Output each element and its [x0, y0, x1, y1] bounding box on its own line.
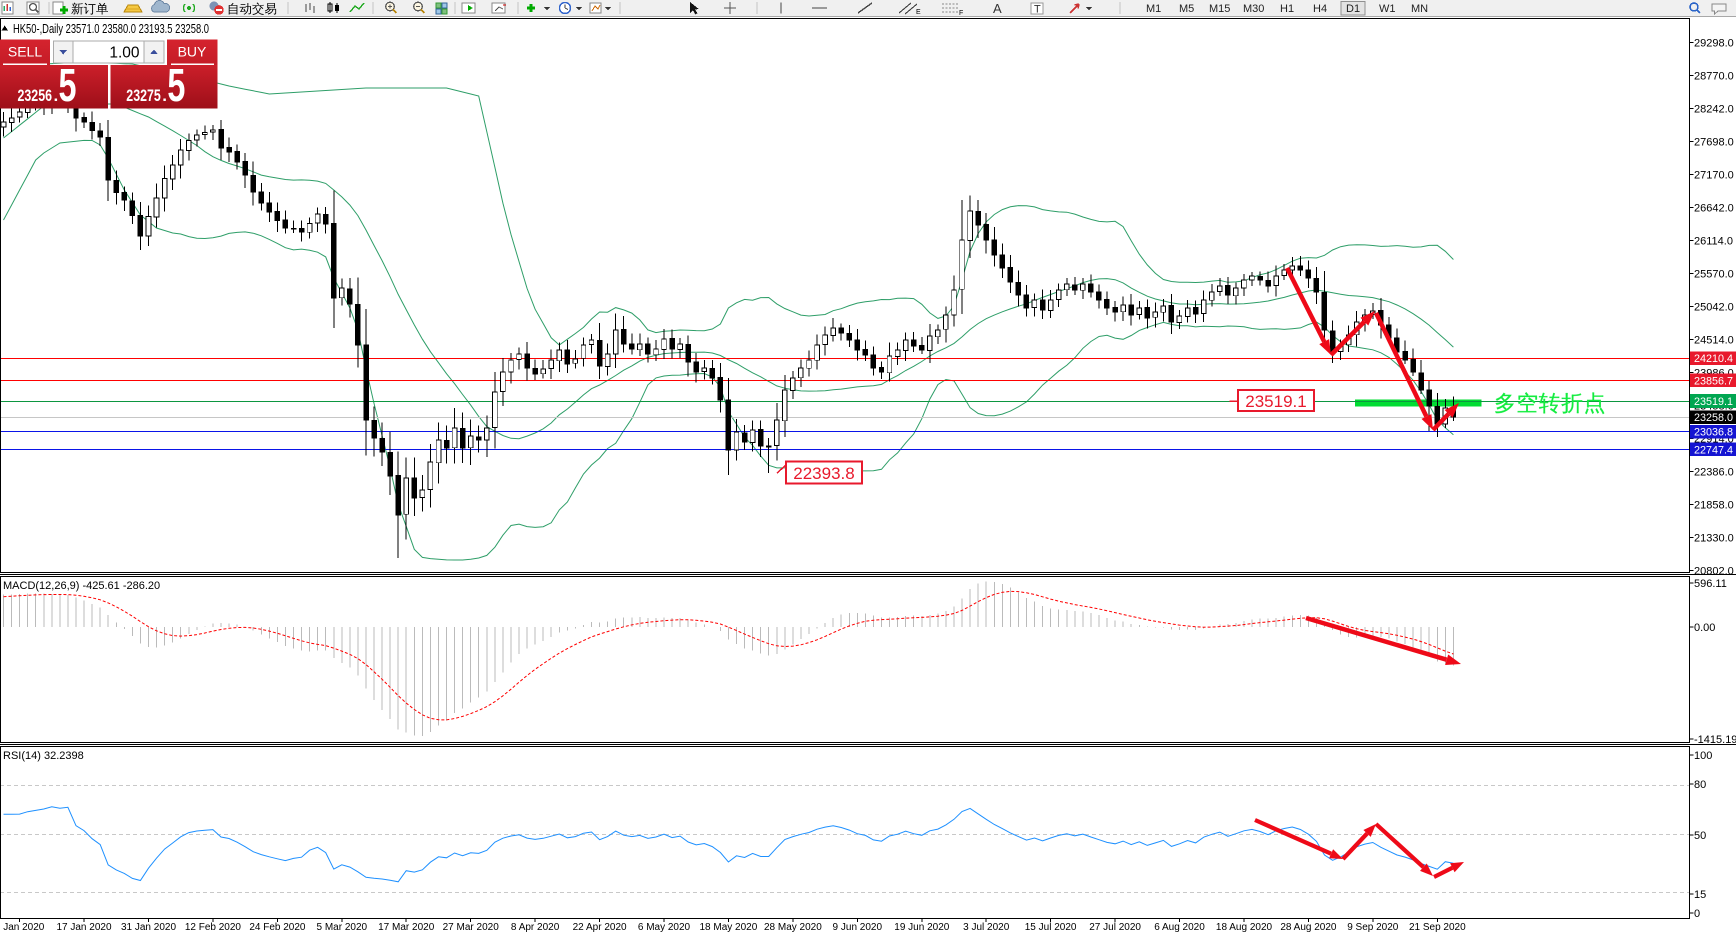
svg-text:1.00: 1.00 — [109, 44, 140, 61]
svg-text:21858.0: 21858.0 — [1694, 499, 1734, 511]
svg-text:M15: M15 — [1209, 3, 1230, 15]
svg-text:23036.8: 23036.8 — [1694, 427, 1733, 439]
svg-text:80: 80 — [1694, 779, 1706, 791]
svg-text:26114.0: 26114.0 — [1694, 235, 1733, 247]
svg-text:21330.0: 21330.0 — [1694, 532, 1734, 544]
svg-text:M5: M5 — [1179, 3, 1194, 15]
svg-text:19 Jun 2020: 19 Jun 2020 — [894, 922, 949, 933]
svg-text:9 Sep 2020: 9 Sep 2020 — [1347, 922, 1399, 933]
svg-text:D1: D1 — [1346, 3, 1360, 15]
svg-text:21 Sep 2020: 21 Sep 2020 — [1409, 922, 1466, 933]
svg-text:A: A — [993, 1, 1002, 16]
svg-text:28 May 2020: 28 May 2020 — [764, 922, 822, 933]
svg-text:27 Jul 2020: 27 Jul 2020 — [1089, 922, 1141, 933]
svg-text:5 Mar 2020: 5 Mar 2020 — [317, 922, 368, 933]
svg-text:23256: 23256 — [18, 86, 53, 105]
svg-text:M30: M30 — [1243, 3, 1264, 15]
svg-text:W1: W1 — [1379, 3, 1396, 15]
svg-text:M1: M1 — [1146, 3, 1161, 15]
svg-text:22747.4: 22747.4 — [1694, 444, 1733, 456]
svg-text:HK50-,Daily 23571.0 23580.0 2: HK50-,Daily 23571.0 23580.0 23193.5 2325… — [13, 22, 209, 36]
svg-text:23275: 23275 — [126, 86, 161, 105]
svg-text:H4: H4 — [1313, 3, 1327, 15]
svg-text:BUY: BUY — [178, 44, 207, 60]
svg-text:0.00: 0.00 — [1694, 622, 1715, 634]
svg-text:0: 0 — [1694, 908, 1700, 920]
svg-text:28 Aug 2020: 28 Aug 2020 — [1280, 922, 1337, 933]
svg-text:E: E — [916, 9, 921, 16]
svg-text:23519.1: 23519.1 — [1694, 396, 1733, 408]
svg-text:17 Mar 2020: 17 Mar 2020 — [378, 922, 435, 933]
svg-text:27 Mar 2020: 27 Mar 2020 — [443, 922, 500, 933]
svg-text:23519.1: 23519.1 — [1245, 392, 1306, 411]
svg-text:MACD(12,26,9) -425.61 -286.20: MACD(12,26,9) -425.61 -286.20 — [3, 580, 160, 592]
svg-text:20802.0: 20802.0 — [1694, 565, 1734, 577]
svg-text:29298.0: 29298.0 — [1694, 37, 1734, 49]
svg-text:6 Aug 2020: 6 Aug 2020 — [1154, 922, 1205, 933]
svg-text:596.11: 596.11 — [1694, 578, 1727, 590]
svg-text:27698.0: 27698.0 — [1694, 136, 1734, 148]
svg-text:3 Jul 2020: 3 Jul 2020 — [963, 922, 1010, 933]
svg-text:8 Apr 2020: 8 Apr 2020 — [511, 922, 560, 933]
svg-text:22 Apr 2020: 22 Apr 2020 — [573, 922, 627, 933]
svg-text:-1415.19: -1415.19 — [1694, 734, 1736, 746]
svg-text:28242.0: 28242.0 — [1694, 103, 1734, 115]
svg-text:MN: MN — [1411, 3, 1428, 15]
svg-text:22386.0: 22386.0 — [1694, 466, 1734, 478]
svg-text:15 Jul 2020: 15 Jul 2020 — [1025, 922, 1077, 933]
svg-text:100: 100 — [1694, 750, 1712, 762]
svg-text:T: T — [1034, 4, 1041, 16]
svg-text:24 Feb 2020: 24 Feb 2020 — [249, 922, 306, 933]
svg-text:15: 15 — [1694, 889, 1706, 901]
svg-text:.: . — [54, 86, 59, 105]
svg-text:18 Aug 2020: 18 Aug 2020 — [1216, 922, 1273, 933]
svg-text:22393.8: 22393.8 — [793, 464, 854, 483]
svg-text:50: 50 — [1694, 830, 1706, 842]
svg-text:23856.7: 23856.7 — [1694, 375, 1733, 387]
svg-text:18 May 2020: 18 May 2020 — [699, 922, 757, 933]
svg-text:28770.0: 28770.0 — [1694, 70, 1734, 82]
svg-text:3 Jan 2020: 3 Jan 2020 — [0, 922, 45, 933]
svg-text:24514.0: 24514.0 — [1694, 334, 1734, 346]
svg-text:24210.4: 24210.4 — [1694, 353, 1733, 365]
svg-text:17 Jan 2020: 17 Jan 2020 — [56, 922, 111, 933]
svg-text:31 Jan 2020: 31 Jan 2020 — [121, 922, 176, 933]
svg-text:SELL: SELL — [8, 44, 42, 60]
svg-text:25042.0: 25042.0 — [1694, 301, 1734, 313]
svg-text:.: . — [162, 86, 167, 105]
svg-text:26642.0: 26642.0 — [1694, 202, 1734, 214]
svg-text:9 Jun 2020: 9 Jun 2020 — [833, 922, 883, 933]
svg-text:5: 5 — [59, 59, 77, 111]
svg-text:F: F — [959, 10, 963, 17]
svg-text:5: 5 — [167, 59, 185, 111]
svg-text:23258.0: 23258.0 — [1694, 412, 1733, 424]
svg-text:12 Feb 2020: 12 Feb 2020 — [185, 922, 242, 933]
svg-text:RSI(14) 32.2398: RSI(14) 32.2398 — [3, 750, 84, 762]
svg-text:6 May 2020: 6 May 2020 — [638, 922, 691, 933]
svg-text:H1: H1 — [1280, 3, 1294, 15]
svg-text:25570.0: 25570.0 — [1694, 268, 1734, 280]
svg-text:27170.0: 27170.0 — [1694, 169, 1734, 181]
